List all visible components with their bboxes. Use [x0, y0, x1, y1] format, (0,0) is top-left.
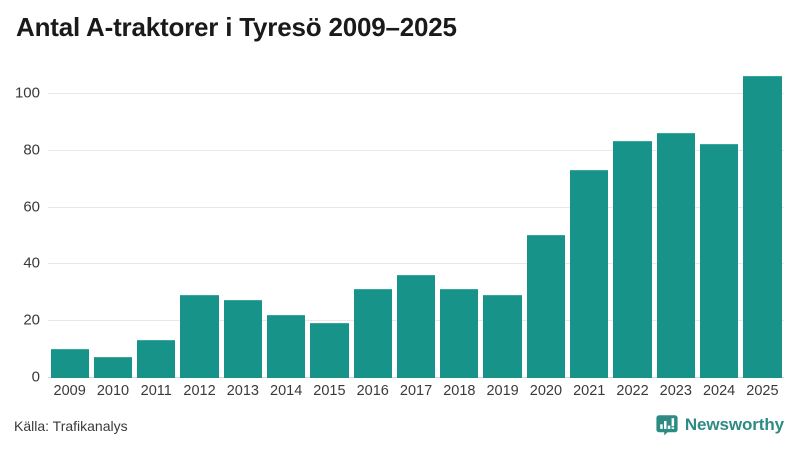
bar-slot-2011[interactable]: [135, 60, 178, 378]
bar-slot-2023[interactable]: [654, 60, 697, 378]
bar-2016[interactable]: [353, 288, 392, 378]
bar-slot-2012[interactable]: [178, 60, 221, 378]
bar-slot-2017[interactable]: [394, 60, 437, 378]
x-tick-label-2015: 2015: [313, 383, 346, 399]
bar-slot-2024[interactable]: [697, 60, 740, 378]
plot-area: 0 20 40 60 80 100: [15, 60, 784, 386]
x-tick-label-2023: 2023: [659, 383, 692, 399]
newsworthy-logo: Newsworthy: [656, 414, 784, 436]
bar-slot-2022[interactable]: [611, 60, 654, 378]
bar-2021[interactable]: [570, 169, 609, 378]
gridline-60: 60: [23, 198, 784, 215]
bar-series: [48, 60, 784, 378]
bar-slot-2010[interactable]: [91, 60, 134, 378]
x-tick-label-2024: 2024: [702, 383, 736, 399]
bar-2017[interactable]: [396, 274, 436, 378]
x-tick-label-2009: 2009: [53, 383, 86, 399]
y-tick-label: 60: [23, 198, 40, 216]
bar-2014[interactable]: [266, 314, 306, 378]
y-tick-label: 40: [23, 254, 40, 272]
x-tick-label-2014: 2014: [270, 383, 303, 399]
gridline-40: 40: [23, 255, 784, 272]
bar-slot-2019[interactable]: [481, 60, 524, 378]
bar-2012[interactable]: [180, 294, 219, 378]
bar-2009[interactable]: [50, 348, 89, 378]
x-tick-label-2020: 2020: [529, 383, 563, 399]
bar-2019[interactable]: [483, 294, 522, 378]
bar-slot-2020[interactable]: [524, 60, 567, 378]
bar-2018[interactable]: [440, 288, 479, 378]
x-tick-label-2012: 2012: [183, 383, 216, 399]
y-tick-label: 100: [14, 84, 40, 102]
bar-slot-2014[interactable]: [264, 60, 307, 378]
bar-slot-2009[interactable]: [48, 60, 91, 378]
gridline-100: 100: [15, 85, 784, 102]
bar-slot-2025[interactable]: [741, 60, 784, 378]
newsworthy-bar-chart-icon: [656, 414, 678, 436]
bar-2013[interactable]: [223, 300, 262, 378]
x-tick-label-2019: 2019: [486, 383, 519, 399]
x-axis-labels: 2009 2010 2011 2012 2013 2014 2015 2016 2017 2018…: [48, 383, 784, 399]
y-tick-label: 20: [23, 311, 40, 329]
bar-2023[interactable]: [656, 132, 695, 378]
x-tick-label-2022: 2022: [616, 383, 649, 399]
bar-slot-2018[interactable]: [438, 60, 481, 378]
bar-2015[interactable]: [310, 323, 349, 378]
chart-footer: Källa: Trafikanalys Newsworthy: [0, 406, 800, 450]
x-tick-label-2010: 2010: [96, 383, 130, 399]
x-tick-label-2013: 2013: [226, 383, 259, 399]
bar-2025[interactable]: [743, 76, 782, 378]
bar-2020[interactable]: [526, 235, 566, 378]
x-tick-label-2017: 2017: [399, 383, 433, 399]
newsworthy-wordmark: Newsworthy: [684, 415, 784, 434]
y-tick-label: 0: [31, 368, 40, 386]
x-tick-label-2025: 2025: [746, 383, 779, 399]
bar-slot-2015[interactable]: [308, 60, 351, 378]
chart-title: Antal A-traktorer i Tyresö 2009–2025: [16, 12, 457, 42]
x-tick-label-2021: 2021: [573, 383, 606, 399]
bar-2010[interactable]: [93, 357, 133, 378]
bar-2011[interactable]: [137, 340, 176, 378]
bar-slot-2013[interactable]: [221, 60, 264, 378]
bar-slot-2016[interactable]: [351, 60, 394, 378]
x-tick-label-2016: 2016: [356, 383, 389, 399]
bar-2024[interactable]: [699, 144, 739, 378]
gridline-80: 80: [23, 141, 784, 158]
bar-2022[interactable]: [613, 141, 652, 378]
y-tick-label: 80: [23, 141, 40, 159]
bar-slot-2021[interactable]: [568, 60, 611, 378]
source-note: Källa: Trafikanalys: [14, 418, 128, 434]
x-tick-label-2018: 2018: [443, 383, 476, 399]
x-tick-label-2011: 2011: [140, 383, 172, 399]
